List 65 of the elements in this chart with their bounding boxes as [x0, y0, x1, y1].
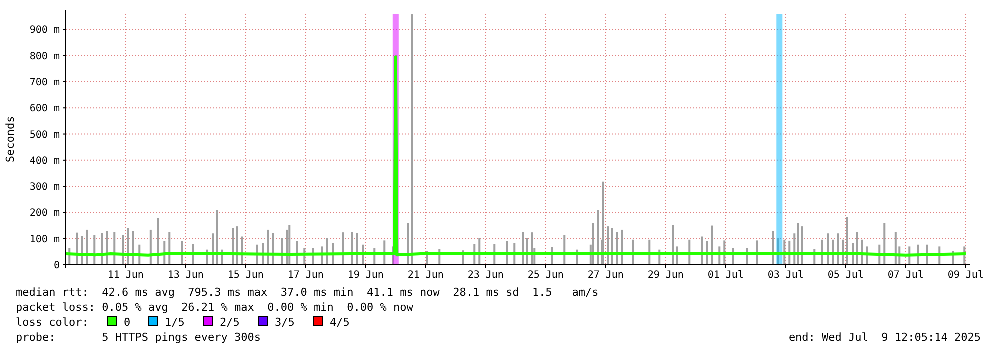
- bar: [672, 224, 674, 265]
- legend-title: loss color:: [16, 316, 89, 329]
- legend-label: 2/5: [220, 316, 240, 329]
- y-tick-label: 700 m: [30, 77, 60, 88]
- x-tick-label: 07 Jul: [888, 270, 924, 281]
- y-tick-label: 0: [54, 260, 60, 272]
- bar: [157, 218, 160, 265]
- y-tick-label: 800 m: [30, 51, 60, 62]
- bar: [232, 228, 234, 265]
- bar: [711, 226, 714, 265]
- bar: [150, 230, 152, 265]
- y-tick-label: 500 m: [30, 130, 60, 141]
- bar: [592, 223, 594, 265]
- x-tick-label: 25 Jun: [528, 270, 564, 281]
- line-series: [64, 56, 968, 257]
- x-tick-label: 21 Jun: [408, 270, 444, 281]
- x-tick-label: 01 Jul: [708, 270, 744, 281]
- legend-label: 4/5: [330, 316, 350, 329]
- x-tick-label: 17 Jun: [288, 270, 324, 281]
- x-tick-label: 11 Jun: [108, 270, 144, 281]
- bar: [611, 228, 614, 265]
- bar: [602, 182, 604, 265]
- bar: [801, 226, 804, 265]
- y-tick-label: 300 m: [30, 182, 60, 194]
- y-tick-label: 600 m: [30, 104, 60, 115]
- bar: [531, 232, 534, 265]
- y-tick-label: 400 m: [30, 156, 60, 167]
- text: median rtt: 42.6 ms avg 795.3 ms max 37.0 ms min 41.1 ms now 28.1 ms sd 1.5 am/s: [16, 286, 599, 299]
- legend-label: 3/5: [275, 316, 295, 329]
- bar: [288, 224, 291, 265]
- bar: [776, 14, 783, 265]
- legend-label: 0: [124, 316, 131, 329]
- legend-label: 1/5: [165, 316, 185, 329]
- bar: [597, 210, 600, 265]
- text: packet loss: 0.05 % avg 26.21 % max 0.00 % min 0.00 % now: [16, 301, 414, 314]
- bar: [797, 223, 800, 265]
- x-tick-label: 27 Jun: [588, 270, 624, 281]
- x-tick-label: 23 Jun: [468, 270, 504, 281]
- bar: [411, 14, 414, 265]
- bar: [342, 232, 344, 265]
- bar: [86, 230, 88, 265]
- x-tick-label: 05 Jul: [828, 270, 864, 281]
- x-tick-label: 09 Jul: [948, 270, 984, 281]
- x-tick-label: 15 Jun: [228, 270, 264, 281]
- x-tick-label: 19 Jun: [348, 270, 384, 281]
- x-tick-label: 03 Jul: [768, 270, 804, 281]
- y-tick-label: 900 m: [30, 25, 60, 36]
- bar: [846, 217, 848, 265]
- bar: [106, 231, 108, 265]
- bar: [607, 226, 610, 265]
- bar: [236, 226, 238, 265]
- text: probe: 5 HTTPS pings every 300s: [16, 331, 262, 344]
- bar: [772, 231, 774, 265]
- bar: [884, 223, 886, 265]
- y-tick-label: 200 m: [30, 208, 60, 220]
- y-axis-title: Seconds: [4, 116, 17, 163]
- bar: [127, 228, 130, 265]
- bar: [267, 230, 270, 265]
- text: end: Wed Jul 9 12:05:14 2025: [788, 331, 981, 344]
- bar: [621, 230, 624, 265]
- bar: [216, 210, 218, 265]
- y-tick-label: 100 m: [30, 234, 60, 246]
- bar: [132, 231, 134, 265]
- x-tick-label: 29 Jun: [648, 270, 684, 281]
- x-tick-label: 13 Jun: [168, 270, 204, 281]
